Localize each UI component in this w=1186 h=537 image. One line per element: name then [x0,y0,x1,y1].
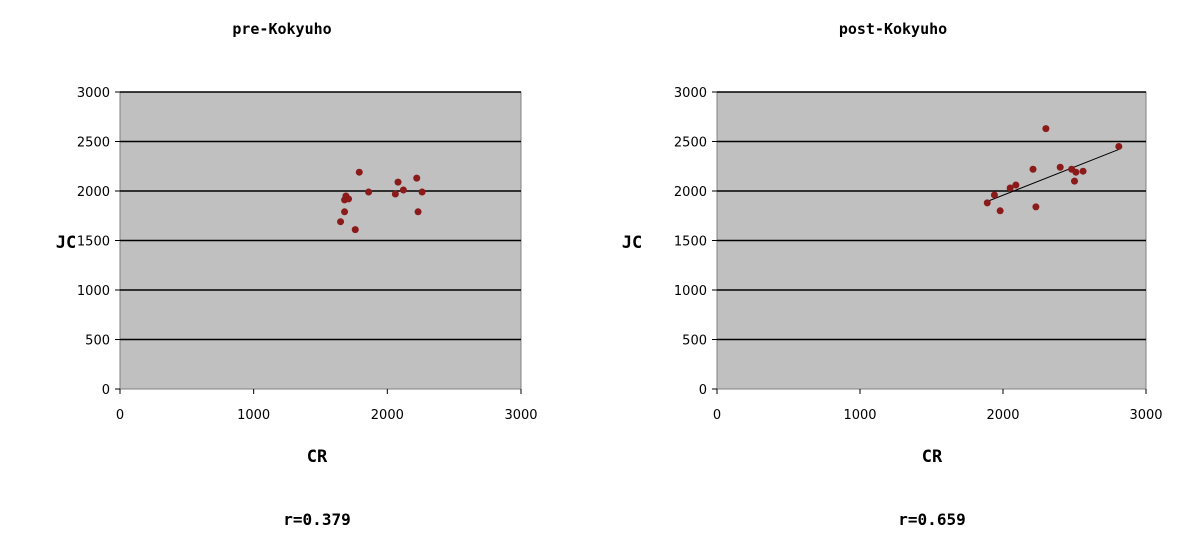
y-axis-label: JC [56,233,76,253]
data-point [1071,177,1078,185]
y-tick-label: 3000 [674,86,707,101]
y-tick-label: 3000 [77,86,110,101]
y-tick-label: 500 [682,334,707,349]
data-point [983,199,991,207]
data-point [1115,142,1123,150]
data-point [341,208,349,216]
y-tick-label: 2000 [674,185,707,200]
data-point [391,190,399,198]
x-tick-label: 3000 [504,408,537,423]
x-tick-label: 2000 [986,408,1019,423]
y-tick-label: 1000 [77,284,110,299]
data-point [1006,184,1014,192]
y-tick-label: 0 [102,383,110,398]
x-tick-label: 3000 [1129,408,1162,423]
x-tick-label: 1000 [843,408,876,423]
data-point [414,208,422,216]
data-point [1072,168,1080,176]
data-point [1032,203,1040,211]
data-point [1056,163,1064,171]
correlation-annotation: r=0.379 [283,510,350,529]
data-point [1079,167,1087,175]
x-tick-label: 2000 [371,408,404,423]
y-tick-label: 1500 [674,235,707,250]
data-point [355,168,363,176]
data-point [418,188,426,196]
y-tick-label: 2000 [77,185,110,200]
data-point [394,178,402,186]
data-point [337,218,345,226]
x-tick-label: 1000 [237,408,270,423]
data-point [365,188,373,196]
y-tick-label: 2500 [674,136,707,151]
trendline [988,148,1120,202]
correlation-annotation: r=0.659 [898,510,965,529]
data-point [1012,181,1020,189]
y-tick-label: 1500 [77,235,110,250]
data-point [399,186,407,194]
x-tick-label: 0 [713,408,721,423]
chart-title: pre-Kokyuho [232,20,331,38]
data-point [1042,125,1050,133]
y-tick-label: 0 [699,383,707,398]
x-axis-label: CR [922,447,943,467]
data-point [990,191,998,199]
data-point [996,207,1004,215]
data-point [345,195,353,203]
x-axis-label: CR [307,447,328,467]
chart-2: post-Kokyuho 0 500 1000 1500 2000 2500 3000 0 100… [622,20,1163,529]
y-axis-label: JC [622,233,642,253]
data-point [1029,165,1037,173]
data-point [413,174,421,182]
chart-title: post-Kokyuho [839,20,947,38]
y-tick-label: 500 [85,334,110,349]
x-tick-label: 0 [116,408,124,423]
y-tick-label: 2500 [77,136,110,151]
chart-1: pre-Kokyuho 0 500 1000 1500 2000 2500 3000 0 1000… [56,20,538,529]
data-point [351,226,359,234]
y-tick-label: 1000 [674,284,707,299]
